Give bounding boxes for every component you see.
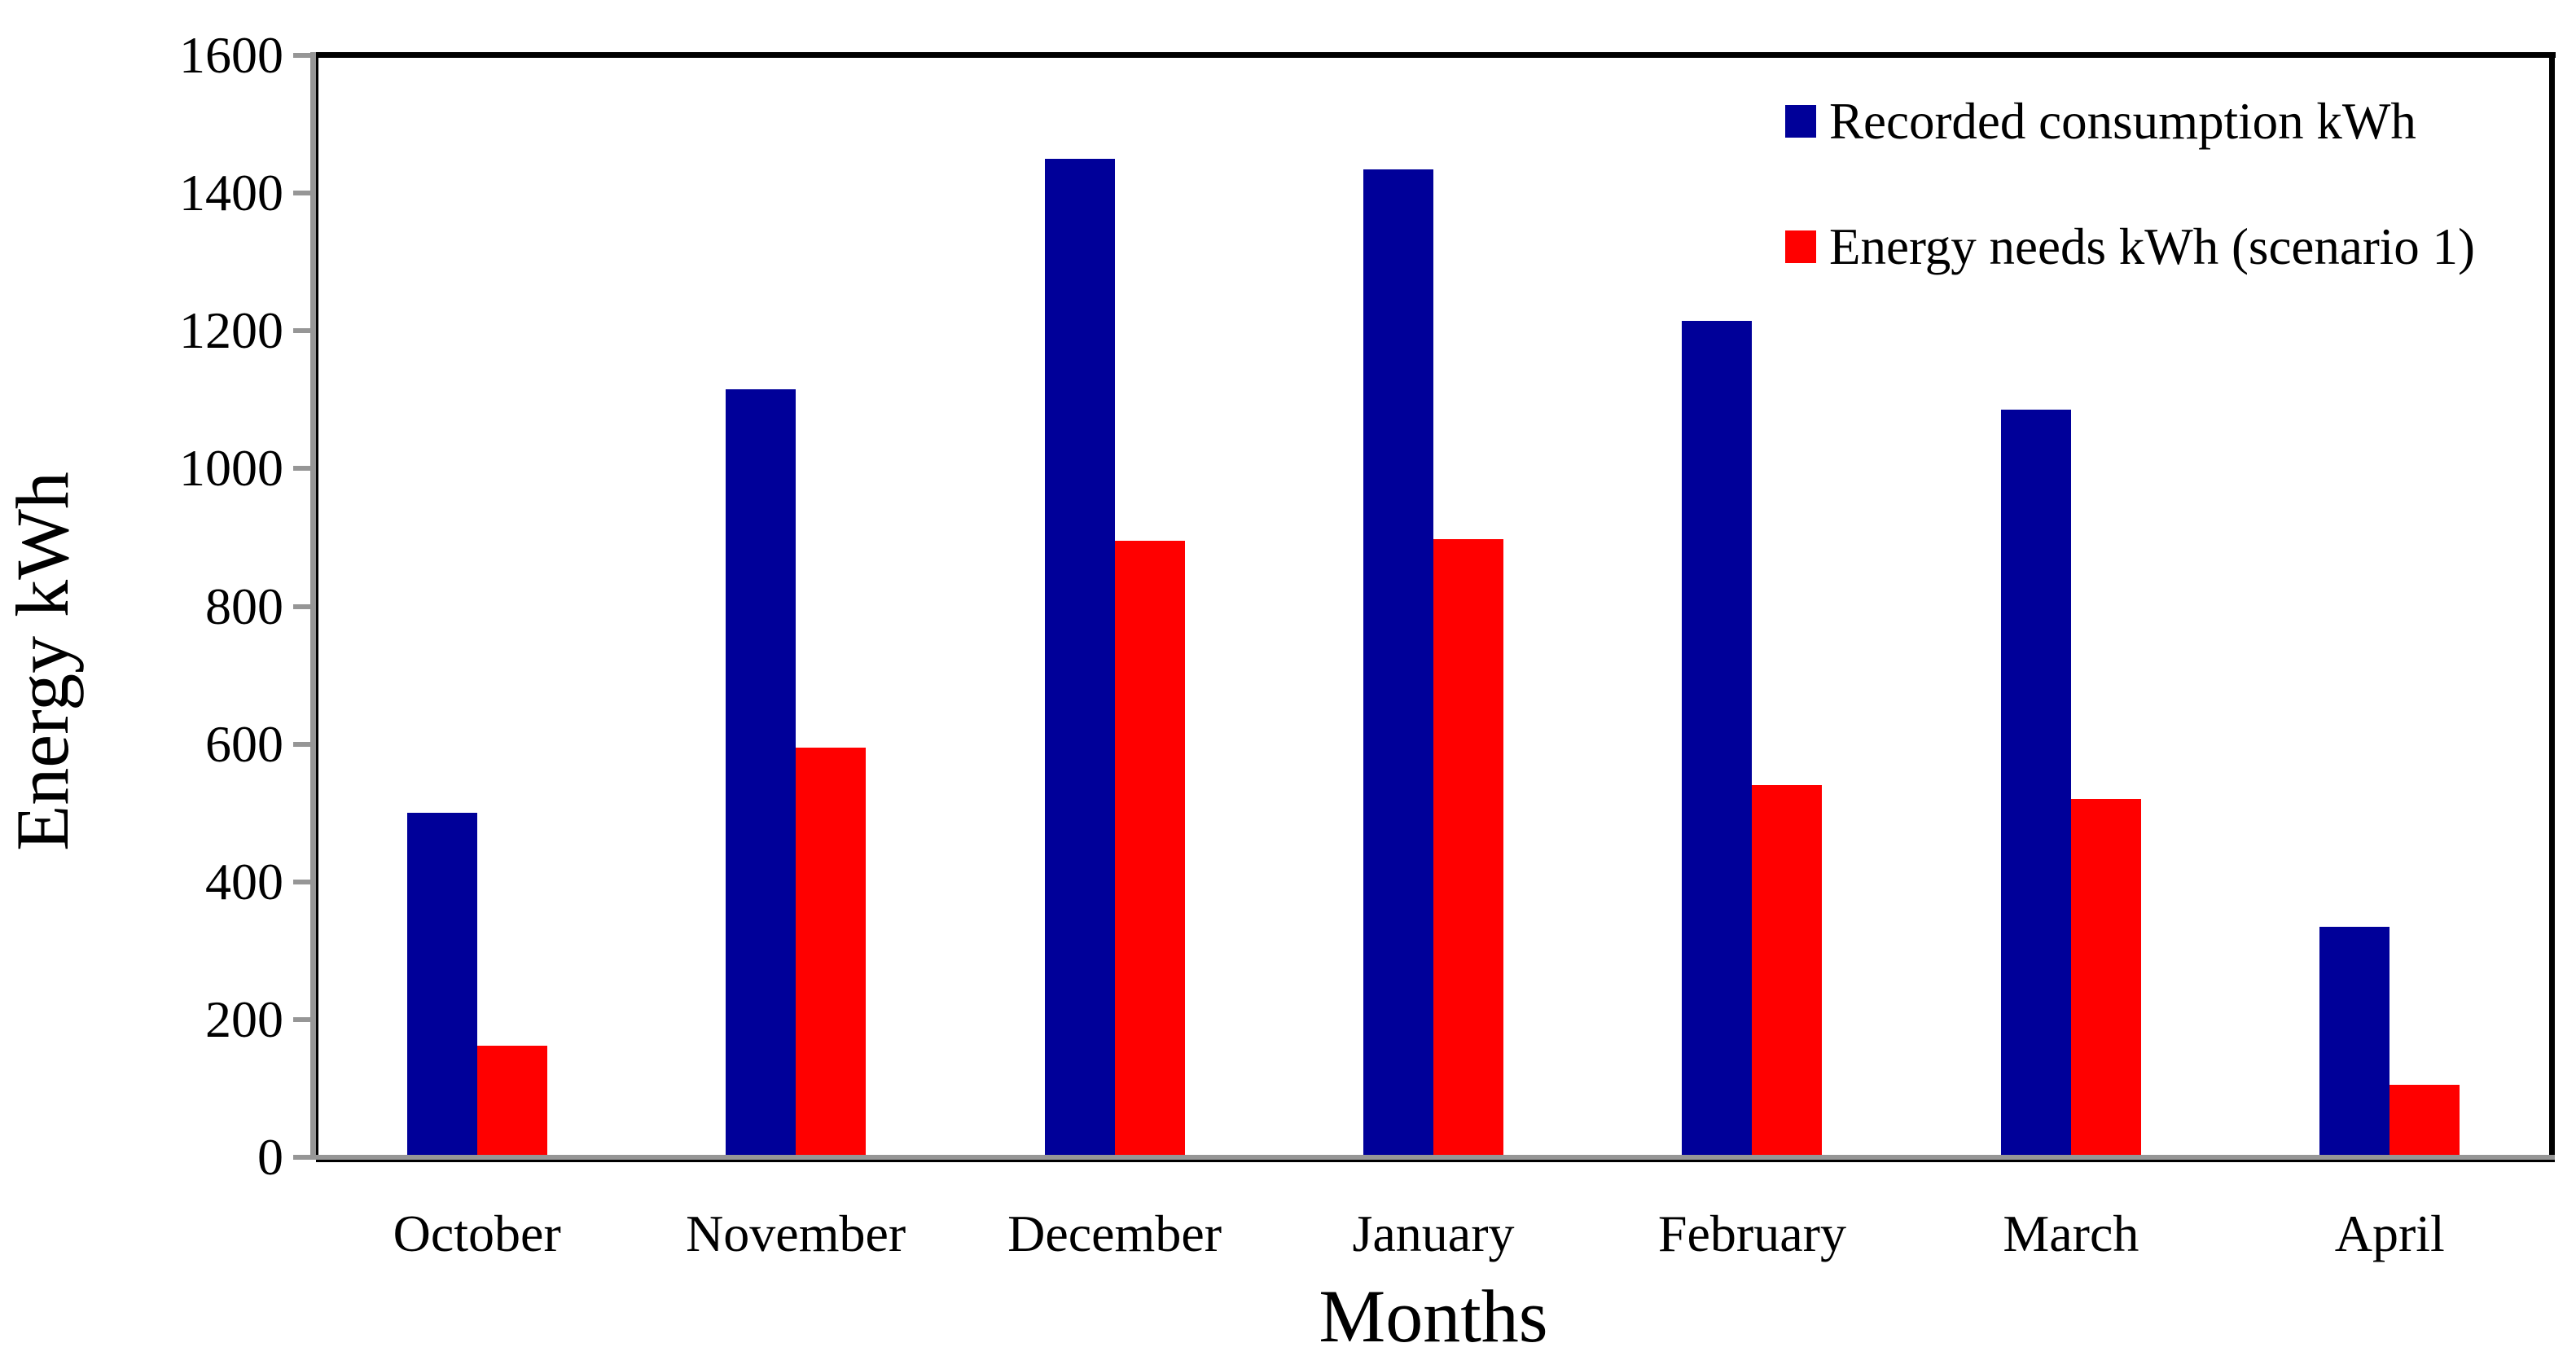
- x-category-label: October: [393, 1205, 561, 1262]
- y-tick-label: 800: [205, 577, 283, 635]
- legend-color-swatch-icon: [1785, 230, 1816, 263]
- legend-color-swatch-icon: [1785, 105, 1816, 138]
- plot-border-left: [316, 52, 318, 1160]
- x-category-label: March: [2003, 1205, 2139, 1262]
- x-category-label: February: [1657, 1205, 1846, 1262]
- y-tick-label: 1000: [179, 439, 283, 498]
- bar-energy-needs: [1433, 539, 1503, 1160]
- y-tick-label: 200: [205, 990, 283, 1048]
- plot-border-bottom: [316, 1160, 2555, 1162]
- legend-item: Energy needs kWh (scenario 1): [1785, 218, 2476, 275]
- bar-energy-needs: [796, 747, 867, 1160]
- x-category-label: January: [1352, 1205, 1515, 1262]
- legend-item: Recorded consumption kWh: [1785, 93, 2416, 150]
- bar-recorded-consumption: [1682, 320, 1753, 1160]
- y-tick-mark: [293, 879, 310, 884]
- bar-energy-needs: [476, 1046, 547, 1160]
- y-tick-label: 1200: [179, 301, 283, 360]
- y-tick-mark: [293, 466, 310, 472]
- bar-energy-needs: [2070, 799, 2141, 1160]
- y-tick-mark: [293, 191, 310, 196]
- bar-recorded-consumption: [2319, 926, 2390, 1160]
- bar-recorded-consumption: [726, 389, 796, 1160]
- bar-recorded-consumption: [406, 813, 477, 1160]
- x-axis-title: Months: [1319, 1275, 1548, 1356]
- bar-recorded-consumption: [1044, 158, 1115, 1160]
- x-category-label: December: [1007, 1205, 1222, 1262]
- x-axis-line: [293, 1155, 2555, 1160]
- y-tick-mark: [293, 603, 310, 609]
- y-tick-label: 0: [257, 1128, 283, 1186]
- bar-recorded-consumption: [2000, 410, 2071, 1160]
- y-tick-label: 600: [205, 714, 283, 773]
- y-tick-label: 400: [205, 852, 283, 911]
- y-tick-mark: [293, 53, 310, 58]
- legend-label: Recorded consumption kWh: [1829, 93, 2416, 150]
- bar-energy-needs: [2389, 1085, 2460, 1160]
- legend-label: Energy needs kWh (scenario 1): [1829, 218, 2476, 275]
- plot-border-top: [316, 52, 2556, 58]
- y-tick-mark: [293, 1016, 310, 1022]
- plot-border-right: [2549, 52, 2555, 1162]
- x-category-label: November: [686, 1205, 906, 1262]
- x-category-label: April: [2334, 1205, 2445, 1262]
- y-tick-mark: [293, 328, 310, 334]
- bar-recorded-consumption: [1363, 169, 1433, 1160]
- bar-energy-needs: [1114, 541, 1185, 1160]
- y-axis-title: Energy kWh: [1, 472, 84, 851]
- y-tick-label: 1400: [179, 164, 283, 222]
- bar-energy-needs: [1752, 785, 1823, 1160]
- y-tick-label: 1600: [179, 26, 283, 84]
- y-tick-mark: [293, 741, 310, 747]
- y-axis-line: [310, 52, 316, 1160]
